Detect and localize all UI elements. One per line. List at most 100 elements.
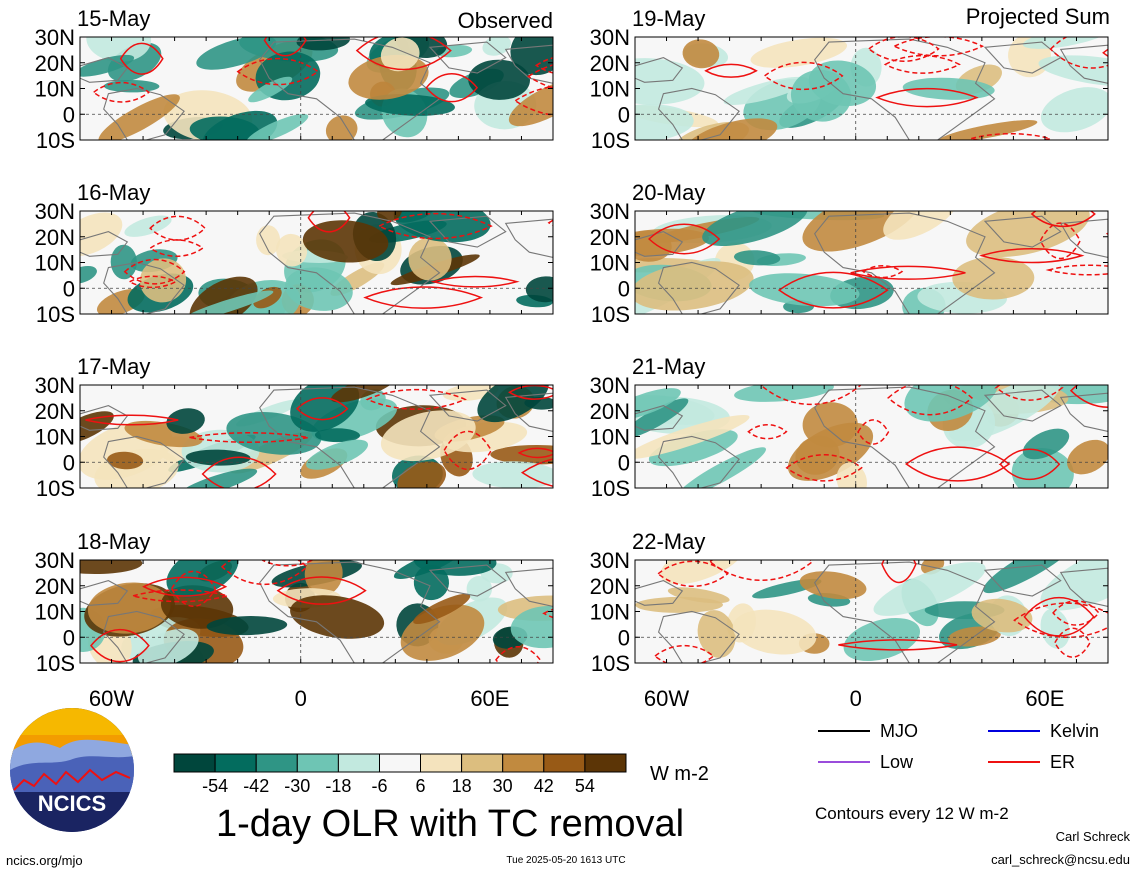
lat-tick-label: 10S: [36, 651, 75, 676]
footer-site: ncics.org/mjo: [6, 853, 83, 868]
contour-legend: MJO Kelvin Low ER: [818, 721, 1099, 772]
lat-tick-label: 20N: [590, 225, 630, 250]
lat-tick-label: 10N: [590, 251, 630, 276]
colorbar-unit: W m-2: [650, 763, 709, 785]
lat-tick-label: 0: [63, 450, 75, 475]
lon-tick-label: 60W: [644, 686, 689, 711]
map-panel: 18-May: [77, 529, 554, 664]
colorbar-swatch: [337, 753, 380, 773]
lat-tick-label: 10N: [590, 425, 630, 450]
logo-text: NCICS: [38, 791, 106, 816]
panel-date-label: 18-May: [77, 529, 150, 554]
footer-timestamp: Tue 2025-05-20 1613 UTC: [506, 855, 625, 866]
panel-date-label: 16-May: [77, 180, 150, 205]
panel-date-label: 20-May: [632, 180, 705, 205]
lat-tick-label: 20N: [35, 51, 75, 76]
column-label-observed: Observed: [458, 8, 553, 33]
colorbar-tick-label: -54: [202, 776, 228, 796]
column-label-projected: Projected Sum: [966, 4, 1110, 29]
colorbar-swatch: [420, 753, 463, 773]
lat-tick-label: 10S: [591, 476, 630, 501]
lat-tick-label: 20N: [35, 574, 75, 599]
lat-tick-label: 0: [618, 276, 630, 301]
lat-tick-label: 0: [63, 102, 75, 127]
lat-tick-label: 20N: [35, 399, 75, 424]
colorbar-tick-label: 18: [452, 776, 472, 796]
lat-tick-label: 30N: [590, 373, 630, 398]
map-panel: 15-May: [77, 6, 554, 141]
lat-tick-label: 20N: [590, 51, 630, 76]
lat-tick-label: 10N: [35, 251, 75, 276]
legend-label: Kelvin: [1050, 721, 1099, 741]
legend-label: MJO: [880, 721, 918, 741]
map-panel: 17-May: [77, 354, 554, 489]
lat-tick-label: 0: [618, 625, 630, 650]
legend-label: ER: [1050, 752, 1075, 772]
colorbar-tick-label: -30: [284, 776, 310, 796]
lat-tick-label: 30N: [35, 199, 75, 224]
lat-tick-label: 30N: [35, 373, 75, 398]
footer-author: Carl Schreck: [1056, 829, 1131, 844]
lat-tick-label: 10S: [591, 128, 630, 153]
lat-tick-label: 10S: [36, 302, 75, 327]
lat-tick-label: 0: [618, 450, 630, 475]
colorbar-tick-label: -6: [371, 776, 387, 796]
contour-note: Contours every 12 W m-2: [815, 804, 1009, 823]
lat-tick-label: 10N: [590, 77, 630, 102]
map-panel: 16-May: [77, 180, 554, 315]
ncics-logo: NCICS: [10, 708, 134, 832]
map-panels: 15-May 16-May 17-May 18-May 19-May 20-May 21-M…: [77, 6, 1109, 664]
colorbar-swatch: [543, 753, 586, 773]
colorbar-swatch: [502, 753, 545, 773]
lat-tick-label: 10N: [35, 77, 75, 102]
lat-tick-label: 0: [618, 102, 630, 127]
lat-tick-label: 20N: [590, 574, 630, 599]
lat-tick-label: 20N: [590, 399, 630, 424]
colorbar-tick-label: -18: [325, 776, 351, 796]
colorbar-tick-label: 6: [415, 776, 425, 796]
latitude-axis: 30N20N10N010S30N20N10N010S30N20N10N010S3…: [35, 25, 630, 676]
colorbar-swatch: [379, 753, 422, 773]
colorbar-tick-label: 54: [575, 776, 595, 796]
footer-email: carl_schreck@ncsu.edu: [991, 852, 1130, 867]
lat-tick-label: 10N: [590, 600, 630, 625]
lat-tick-label: 30N: [590, 199, 630, 224]
lat-tick-label: 10S: [36, 476, 75, 501]
panel-date-label: 19-May: [632, 6, 705, 31]
colorbar-swatch: [214, 753, 257, 773]
colorbar-swatch: [173, 753, 216, 773]
lon-tick-label: 0: [295, 686, 307, 711]
lat-tick-label: 10N: [35, 425, 75, 450]
map-panel: 19-May: [632, 6, 1109, 141]
lat-tick-label: 10S: [591, 651, 630, 676]
figure-title: 1-day OLR with TC removal: [216, 803, 684, 845]
colorbar-swatch: [461, 753, 504, 773]
lon-tick-label: 60W: [89, 686, 134, 711]
lon-tick-label: 0: [850, 686, 862, 711]
legend-label: Low: [880, 752, 914, 772]
lat-tick-label: 0: [63, 276, 75, 301]
map-panel: 21-May: [632, 354, 1109, 489]
lat-tick-label: 10S: [36, 128, 75, 153]
map-panel: 22-May: [632, 529, 1109, 664]
lon-tick-label: 60E: [470, 686, 509, 711]
colorbar-tick-label: 42: [534, 776, 554, 796]
lat-tick-label: 30N: [590, 25, 630, 50]
lat-tick-label: 30N: [35, 25, 75, 50]
panel-date-label: 17-May: [77, 354, 150, 379]
colorbar-tick-label: -42: [243, 776, 269, 796]
colorbar: -54 -42 -30 -18 -6 6 18 30 42 54: [173, 753, 627, 796]
lat-tick-label: 10N: [35, 600, 75, 625]
longitude-axis: 60W 0 60E 60W 0 60E: [89, 686, 1065, 711]
lat-tick-label: 20N: [35, 225, 75, 250]
panel-date-label: 22-May: [632, 529, 705, 554]
panel-date-label: 15-May: [77, 6, 150, 31]
colorbar-swatch: [584, 753, 627, 773]
lat-tick-label: 30N: [590, 548, 630, 573]
lat-tick-label: 0: [63, 625, 75, 650]
colorbar-swatch: [296, 753, 339, 773]
colorbar-swatch: [255, 753, 298, 773]
colorbar-tick-label: 30: [493, 776, 513, 796]
lon-tick-label: 60E: [1025, 686, 1064, 711]
